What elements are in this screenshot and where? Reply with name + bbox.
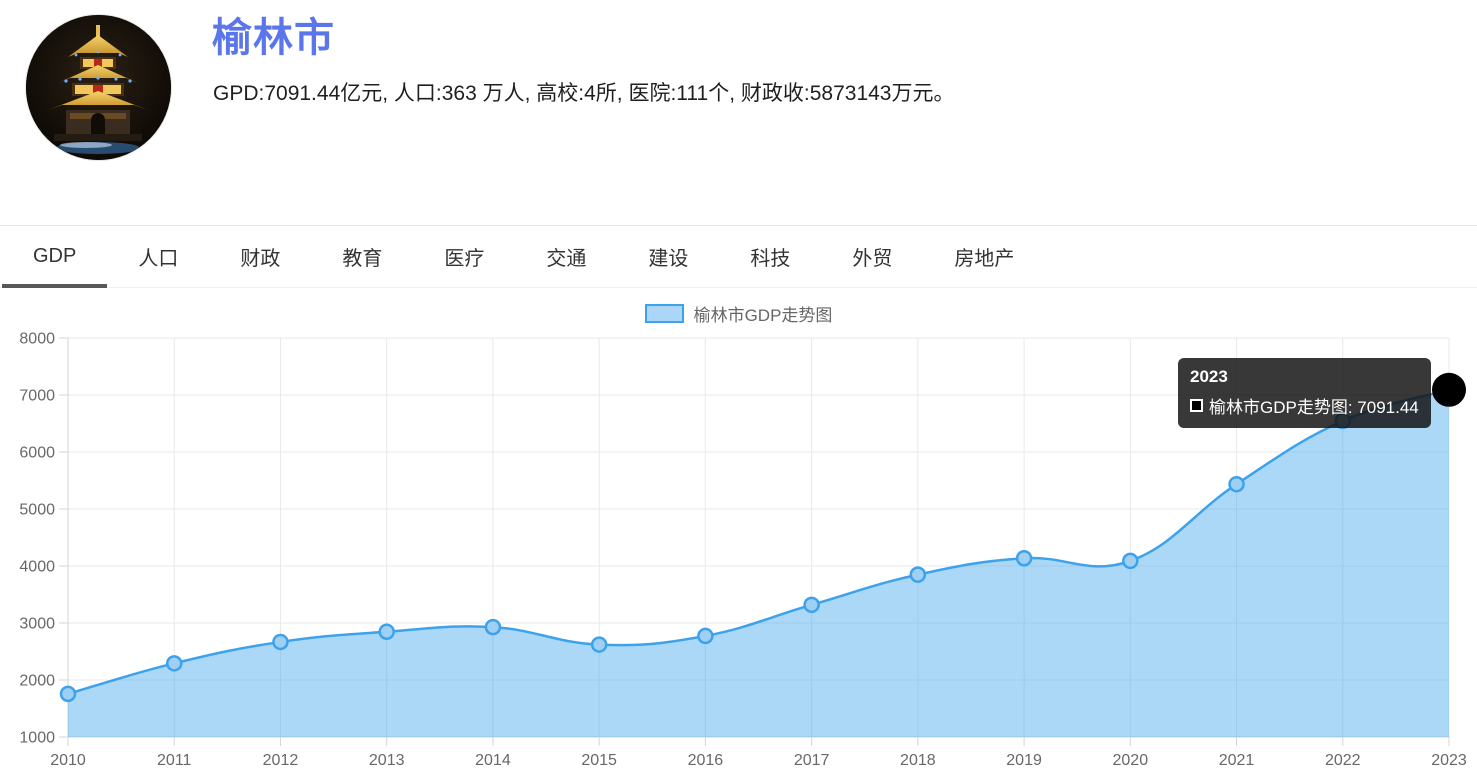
data-point-2018[interactable] [909, 566, 927, 583]
y-axis-tick-label: 4000 [19, 559, 55, 576]
y-axis-tick-label: 2000 [19, 673, 55, 690]
y-axis-tick-label: 5000 [19, 502, 55, 519]
x-axis-tick-label: 2010 [50, 752, 86, 769]
gdp-trend-chart[interactable]: 1000 2000 3000 4000 5000 6000 7000 8000 2010 2011… [0, 330, 1477, 778]
avatar [25, 14, 172, 161]
tab-transport[interactable]: 交通 [546, 248, 587, 270]
tab-technology[interactable]: 科技 [750, 248, 791, 270]
hovered-data-point[interactable] [1432, 372, 1466, 407]
data-point-2017[interactable] [803, 596, 820, 614]
legend-label: 榆林市GDP走势图 [693, 305, 833, 325]
x-axis-tick-label: 2014 [475, 752, 511, 769]
x-axis-tick-label: 2013 [369, 752, 405, 769]
x-axis-tick-label: 2018 [900, 752, 936, 769]
data-point-2020[interactable] [1122, 552, 1139, 570]
y-axis-tick-label: 8000 [19, 331, 55, 348]
x-axis-tick-label: 2021 [1219, 752, 1255, 769]
series-area [68, 389, 1449, 737]
tab-medical[interactable]: 医疗 [444, 248, 485, 270]
x-axis-tick-label: 2017 [794, 752, 830, 769]
x-axis-tick-label: 2012 [263, 752, 299, 769]
x-axis-tick-label: 2015 [581, 752, 617, 769]
y-axis-tick-label: 6000 [19, 445, 55, 462]
tab-realestate[interactable]: 房地产 [954, 248, 1015, 270]
y-axis-tick-label: 1000 [19, 730, 55, 747]
data-point-2016[interactable] [697, 627, 714, 645]
data-point-2012[interactable] [272, 633, 289, 651]
tab-bar: GDP 人口 财政 教育 医疗 交通 建设 科技 外贸 房地产 [0, 225, 1477, 288]
data-point-2015[interactable] [590, 636, 608, 653]
x-axis-tick-label: 2019 [1006, 752, 1042, 769]
data-point-2022[interactable] [1334, 412, 1352, 430]
data-point-2011[interactable] [165, 655, 183, 672]
data-point-2019[interactable] [1015, 549, 1033, 567]
chart-legend[interactable]: 榆林市GDP走势图 [0, 302, 1477, 325]
city-summary: GPD:7091.44亿元, 人口:363 万人, 高校:4所, 医院:111个… [213, 82, 955, 105]
city-photo-pagoda-night [26, 15, 171, 160]
data-point-2010[interactable] [59, 685, 77, 703]
x-axis-tick-label: 2020 [1113, 752, 1149, 769]
tab-trade[interactable]: 外贸 [852, 248, 893, 270]
x-axis-tick-label: 2011 [157, 752, 192, 769]
x-axis-tick-label: 2016 [688, 752, 724, 769]
tab-gdp[interactable]: GDP [2, 226, 108, 288]
tab-education[interactable]: 教育 [342, 248, 383, 270]
x-axis-tick-label: 2022 [1325, 752, 1361, 769]
y-axis-tick-label: 7000 [19, 388, 55, 405]
page-title: 榆林市 [212, 16, 335, 60]
y-axis-tick-label: 3000 [19, 616, 55, 633]
data-point-2021[interactable] [1228, 475, 1245, 493]
tab-finance[interactable]: 财政 [240, 248, 281, 270]
tab-construction[interactable]: 建设 [648, 248, 689, 270]
data-point-2014[interactable] [484, 618, 502, 636]
legend-swatch [644, 303, 684, 323]
data-point-2013[interactable] [378, 623, 395, 640]
chart-container: 1000 2000 3000 4000 5000 6000 7000 8000 2010 2011… [0, 330, 1477, 778]
tab-population[interactable]: 人口 [138, 248, 179, 270]
x-axis-tick-label: 2023 [1431, 752, 1467, 769]
